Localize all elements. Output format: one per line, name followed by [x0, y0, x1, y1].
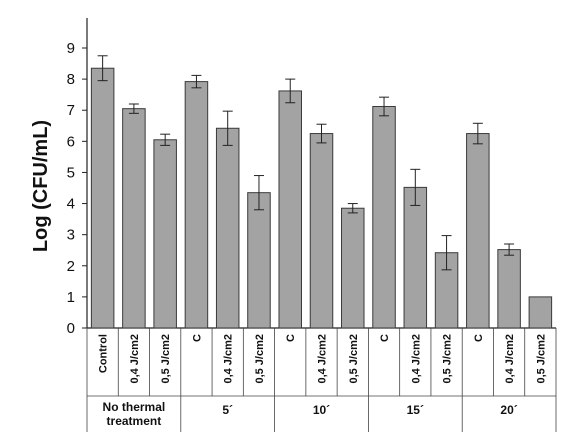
bar [122, 108, 146, 329]
bar [247, 192, 271, 329]
x-category-label: 0,5 J/cm2 [348, 334, 360, 384]
bars [90, 67, 553, 329]
x-category-label: 0,4 J/cm2 [223, 334, 235, 384]
x-category-label: C [285, 334, 297, 342]
x-group-label: 10´ [313, 403, 330, 417]
y-tick-label: 8 [67, 71, 75, 88]
error-bar [441, 235, 452, 271]
bar [278, 90, 302, 329]
y-tick-label: 0 [67, 320, 75, 337]
x-group-label: 20´ [500, 403, 517, 417]
y-tick-label: 5 [67, 164, 75, 181]
x-category-label: 0,5 J/cm2 [254, 334, 266, 384]
error-bar [472, 122, 483, 145]
y-tick-label: 1 [67, 289, 75, 306]
y-tick-label: 7 [67, 102, 75, 119]
bar [497, 249, 521, 329]
x-category-label: Control [98, 334, 110, 373]
x-category-label: 0,4 J/cm2 [317, 334, 329, 384]
x-category-label: C [191, 334, 203, 342]
error-bar [253, 175, 264, 211]
bar [309, 133, 334, 329]
x-group-label: 15´ [407, 403, 424, 417]
y-tick-label: 6 [67, 133, 75, 150]
error-bar [191, 74, 202, 89]
bar [215, 127, 240, 329]
bar [403, 186, 428, 329]
x-category-label: 0,4 J/cm2 [129, 334, 141, 384]
error-bar [97, 55, 108, 82]
error-bar [410, 168, 421, 206]
y-axis-ticks: 0 1 2 3 4 5 6 7 8 9 [67, 40, 87, 337]
category-label-table [86, 328, 557, 432]
x-group-label: 5´ [222, 403, 233, 417]
bar [372, 105, 396, 329]
y-tick-label: 2 [67, 258, 75, 275]
category-labels: Control 0,4 J/cm2 0,5 J/cm2 C 0,4 J/cm2 0,5 J… [98, 334, 548, 384]
x-group-label: No thermal [103, 400, 166, 414]
error-bars [97, 55, 515, 271]
x-group-label: treatment [107, 414, 162, 428]
y-axis-label: Log (CFU/mL) [30, 120, 52, 252]
error-bar [379, 96, 390, 117]
x-category-label: 0,5 J/cm2 [160, 334, 172, 384]
x-category-label: C [473, 334, 485, 342]
error-bar [347, 203, 358, 214]
bar [184, 81, 209, 329]
error-bar [285, 78, 296, 104]
error-bar [504, 243, 515, 256]
error-bar [222, 110, 233, 146]
error-bar [128, 103, 139, 114]
x-category-label: 0,5 J/cm2 [535, 334, 547, 384]
y-tick-label: 4 [67, 196, 75, 213]
error-bar [316, 123, 327, 144]
bar [341, 207, 365, 329]
x-category-label: 0,4 J/cm2 [504, 334, 516, 384]
bar [153, 139, 177, 329]
x-category-label: 0,5 J/cm2 [442, 334, 454, 384]
x-category-label: 0,4 J/cm2 [410, 334, 422, 384]
bar [528, 296, 553, 329]
y-tick-label: 9 [67, 40, 75, 57]
bar [90, 67, 115, 329]
bar [466, 133, 490, 329]
x-category-label: C [379, 334, 391, 342]
error-bar [160, 133, 171, 146]
y-tick-label: 3 [67, 227, 75, 244]
